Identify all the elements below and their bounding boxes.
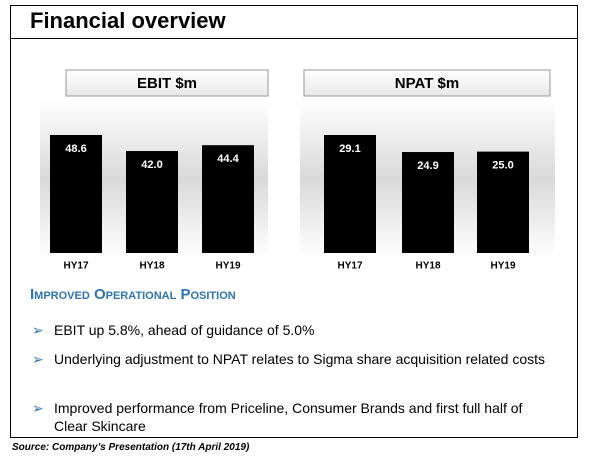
value-label: 48.6 — [65, 143, 86, 155]
category-label: HY18 — [139, 261, 164, 272]
section-heading: Improved Operational Position — [30, 286, 236, 303]
bar — [202, 145, 254, 253]
bullet: ➢ EBIT up 5.8%, ahead of guidance of 5.0% — [32, 322, 315, 338]
value-label: 29.1 — [339, 143, 360, 155]
category-label: HY18 — [415, 261, 440, 272]
bar — [477, 151, 529, 253]
bullet-text: Improved performance from Priceline, Con… — [54, 400, 523, 434]
bullet: ➢ Underlying adjustment to NPAT relates t… — [32, 351, 546, 367]
bar — [126, 151, 178, 253]
bar — [50, 135, 102, 253]
bar — [324, 135, 376, 253]
title-rule — [10, 38, 578, 39]
value-label: 24.9 — [417, 160, 438, 172]
category-label: HY17 — [63, 261, 88, 272]
value-label: 44.4 — [217, 153, 239, 165]
chart-header-box — [303, 69, 551, 97]
category-label: HY19 — [215, 261, 240, 272]
bar — [402, 152, 454, 253]
bullet-text: EBIT up 5.8%, ahead of guidance of 5.0% — [54, 322, 315, 338]
bullet: ➢ Improved performance from Priceline, Co… — [32, 399, 552, 435]
chart-header-box — [65, 69, 269, 97]
category-label: HY19 — [490, 261, 515, 272]
title: Financial overview — [30, 8, 226, 33]
source-note: Source: Company’s Presentation (17th Apr… — [12, 442, 250, 453]
chart-title: NPAT $m — [395, 75, 459, 92]
category-label: HY17 — [337, 261, 362, 272]
chart-title: EBIT $m — [137, 75, 197, 92]
bullet-text: Underlying adjustment to NPAT relates to… — [54, 351, 546, 367]
charts: EBIT $m 48.6 HY17 42.0 HY18 44.4 HY19 NPAT $m 29… — [40, 69, 555, 272]
value-label: 25.0 — [492, 160, 513, 172]
value-label: 42.0 — [141, 159, 162, 171]
frame — [10, 5, 578, 438]
